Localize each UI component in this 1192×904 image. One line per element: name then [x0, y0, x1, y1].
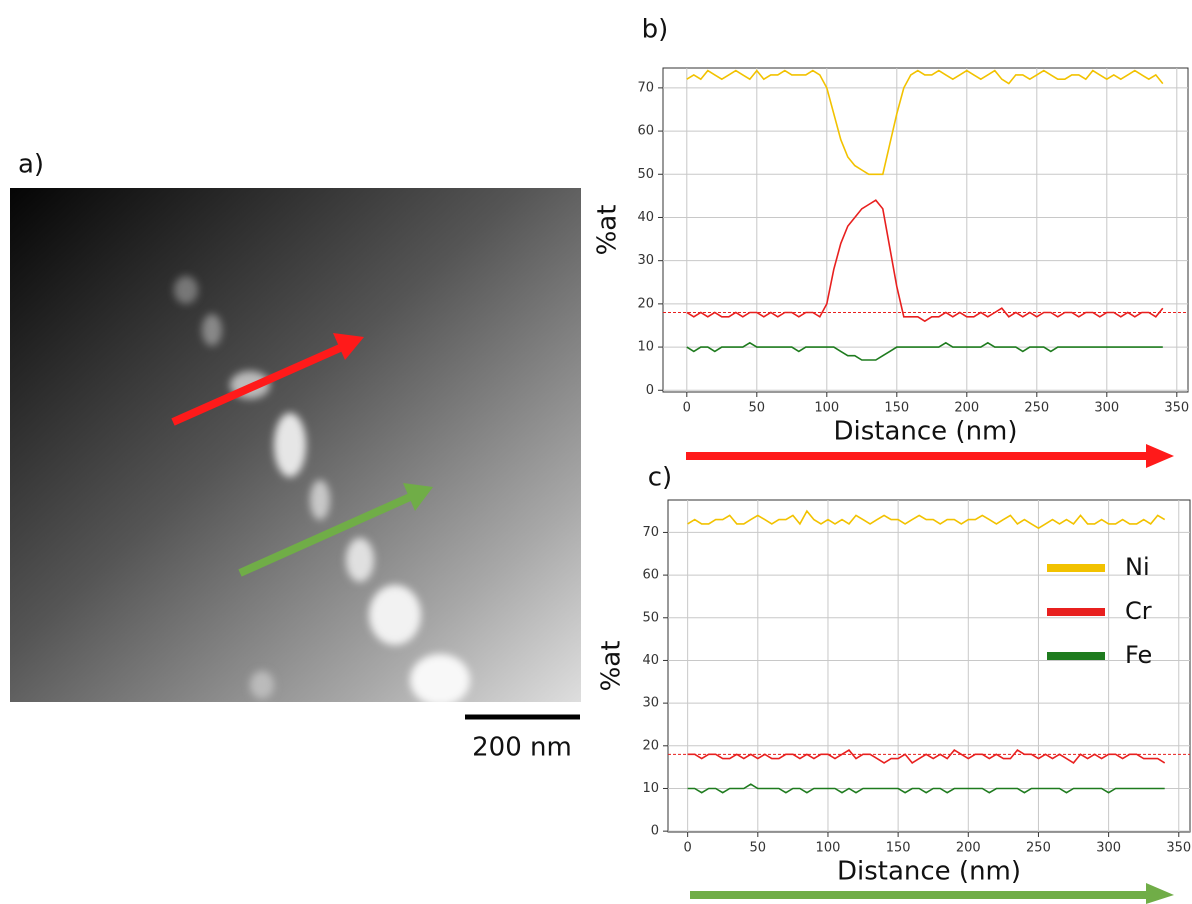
y-tick-label: 60 [642, 568, 659, 583]
y-tick-label: 0 [651, 824, 659, 839]
x-tick-label: 250 [1026, 841, 1051, 856]
y-tick-label: 70 [642, 525, 659, 540]
x-tick-label: 250 [1024, 401, 1049, 416]
panel-label: b) [642, 15, 669, 45]
y-tick-label: 30 [642, 696, 659, 711]
y-axis-label: %at [593, 205, 623, 256]
y-tick-label: 40 [642, 653, 659, 668]
data-line [686, 199, 1164, 323]
x-tick-label: 350 [1166, 841, 1191, 856]
data-line [687, 783, 1165, 794]
y-tick-label: 50 [637, 167, 654, 182]
y-axis-label: %at [597, 641, 627, 692]
x-tick-label: 100 [816, 841, 841, 856]
y-tick-label: 0 [646, 383, 654, 398]
x-axis-label: Distance (nm) [837, 857, 1021, 887]
plot-area [667, 499, 1191, 833]
panel-label: a) [18, 150, 44, 180]
y-tick-label: 50 [642, 610, 659, 625]
legend-label: Cr [1125, 597, 1152, 625]
arrow-red-profile [686, 444, 1174, 468]
legend-label: Ni [1125, 553, 1150, 581]
x-tick-label: 50 [749, 401, 766, 416]
y-tick-label: 30 [637, 253, 654, 268]
data-line [687, 509, 1166, 530]
data-line [687, 749, 1166, 764]
x-tick-label: 300 [1094, 401, 1119, 416]
plot-area [662, 67, 1189, 393]
arrow-green-profile [690, 883, 1174, 904]
x-tick-label: 350 [1164, 401, 1189, 416]
arrow-green [238, 483, 433, 577]
y-tick-label: 10 [642, 781, 659, 796]
x-tick-label: 200 [956, 841, 981, 856]
x-tick-label: 50 [750, 841, 767, 856]
x-tick-label: 150 [886, 841, 911, 856]
x-tick-label: 100 [814, 401, 839, 416]
y-tick-label: 40 [637, 210, 654, 225]
y-tick-label: 70 [637, 80, 654, 95]
micrograph [10, 188, 581, 702]
x-tick-label: 0 [683, 401, 691, 416]
y-tick-label: 10 [637, 340, 654, 355]
scale-bar-label: 200 nm [472, 733, 572, 763]
data-line [686, 341, 1163, 361]
y-tick-label: 20 [642, 738, 659, 753]
x-tick-label: 0 [684, 841, 692, 856]
y-tick-label: 20 [637, 296, 654, 311]
x-tick-label: 300 [1096, 841, 1121, 856]
panel-label: c) [648, 463, 672, 493]
data-line [686, 69, 1164, 176]
x-tick-label: 150 [884, 401, 909, 416]
x-axis-label: Distance (nm) [833, 417, 1017, 447]
arrow-red [171, 333, 364, 426]
y-tick-label: 60 [637, 124, 654, 139]
legend-label: Fe [1125, 641, 1152, 669]
x-tick-label: 200 [954, 401, 979, 416]
